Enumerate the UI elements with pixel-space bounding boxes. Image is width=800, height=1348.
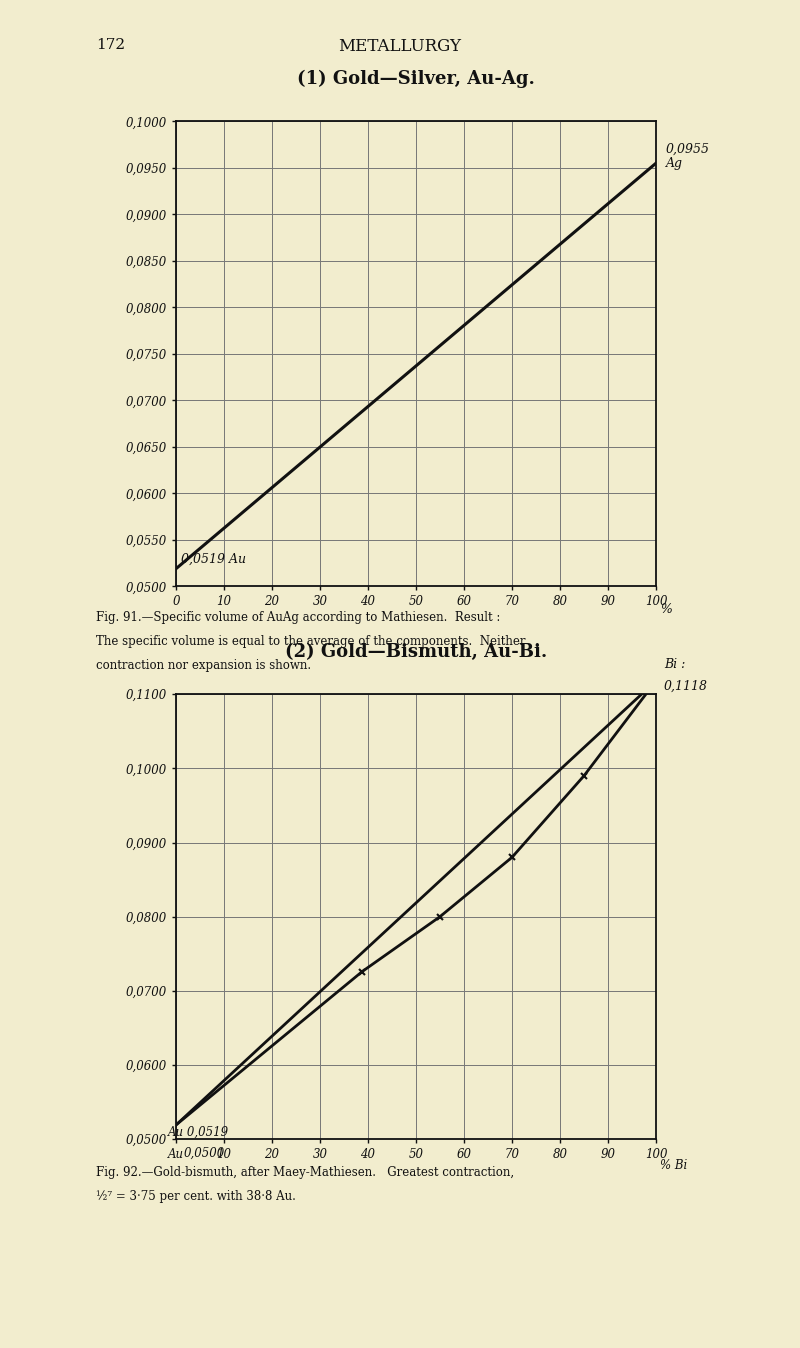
Text: Fig. 92.—Gold-bismuth, after Maey-Mathiesen.   Greatest contraction,: Fig. 92.—Gold-bismuth, after Maey-Mathie… bbox=[96, 1166, 514, 1180]
Text: Bi :: Bi : bbox=[664, 658, 686, 671]
Text: 0,0500: 0,0500 bbox=[184, 1147, 226, 1161]
Text: 172: 172 bbox=[96, 38, 125, 51]
Text: (2) Gold—Bismuth, Au-Bi.: (2) Gold—Bismuth, Au-Bi. bbox=[285, 643, 547, 661]
Text: 0,0519 Au: 0,0519 Au bbox=[181, 553, 246, 566]
Text: %: % bbox=[660, 603, 672, 616]
Text: 0,0955
Ag: 0,0955 Ag bbox=[666, 143, 710, 170]
Text: % Bi: % Bi bbox=[660, 1159, 687, 1173]
Text: The specific volume is equal to the average of the components.  Neither: The specific volume is equal to the aver… bbox=[96, 635, 526, 648]
Text: Fig. 91.—Specific volume of AuAg according to Mathiesen.  Result :: Fig. 91.—Specific volume of AuAg accordi… bbox=[96, 611, 500, 624]
Text: Au 0,0519: Au 0,0519 bbox=[168, 1126, 229, 1139]
Text: ½⁷ = 3·75 per cent. with 38·8 Au.: ½⁷ = 3·75 per cent. with 38·8 Au. bbox=[96, 1190, 296, 1204]
Text: 0,1118: 0,1118 bbox=[664, 679, 708, 693]
Text: (1) Gold—Silver, Au-Ag.: (1) Gold—Silver, Au-Ag. bbox=[297, 69, 535, 88]
Text: contraction nor expansion is shown.: contraction nor expansion is shown. bbox=[96, 659, 311, 673]
Text: METALLURGY: METALLURGY bbox=[338, 38, 462, 55]
